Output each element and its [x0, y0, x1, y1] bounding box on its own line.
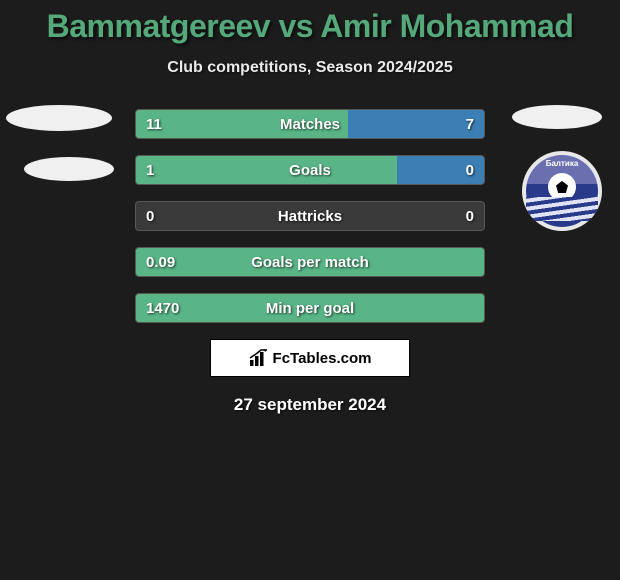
stat-value-right: 0 — [466, 202, 474, 230]
club-left-avatar — [24, 157, 114, 181]
comparison-widget: Bammatgereev vs Amir Mohammad Club compe… — [0, 0, 620, 415]
stat-label: Matches — [136, 110, 484, 138]
stat-label: Goals per match — [136, 248, 484, 276]
player-left-avatar — [6, 105, 112, 131]
page-title: Bammatgereev vs Amir Mohammad — [0, 8, 620, 45]
subtitle: Club competitions, Season 2024/2025 — [0, 59, 620, 77]
stat-label: Hattricks — [136, 202, 484, 230]
stats-area: Балтика 11Matches71Goals00Hattricks00.09… — [0, 109, 620, 323]
stat-label: Min per goal — [136, 294, 484, 322]
stat-value-right: 7 — [466, 110, 474, 138]
stat-row: 1Goals0 — [135, 155, 485, 185]
club-badge-text: Балтика — [526, 159, 598, 168]
stat-row: 0.09Goals per match — [135, 247, 485, 277]
stat-value-right: 0 — [466, 156, 474, 184]
stat-row: 11Matches7 — [135, 109, 485, 139]
brand-text: FcTables.com — [273, 350, 372, 367]
chart-icon — [249, 349, 269, 367]
footer-date: 27 september 2024 — [0, 395, 620, 415]
stat-label: Goals — [136, 156, 484, 184]
stat-row: 0Hattricks0 — [135, 201, 485, 231]
stat-row: 1470Min per goal — [135, 293, 485, 323]
player-right-avatar — [512, 105, 602, 129]
brand-logo[interactable]: FcTables.com — [210, 339, 410, 377]
stat-bars: 11Matches71Goals00Hattricks00.09Goals pe… — [135, 109, 485, 323]
club-right-badge: Балтика — [522, 151, 602, 231]
